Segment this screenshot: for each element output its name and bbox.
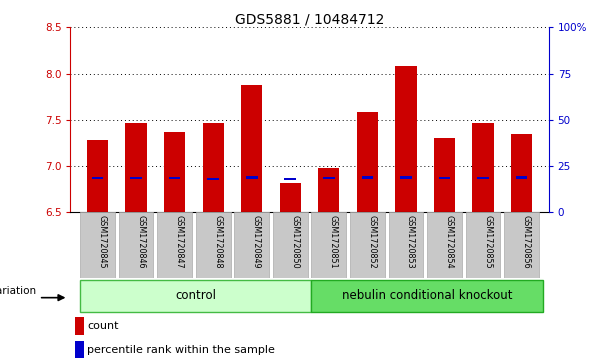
Bar — [164, 132, 185, 212]
Bar — [318, 168, 340, 212]
FancyBboxPatch shape — [273, 212, 308, 278]
Text: genotype/variation: genotype/variation — [0, 286, 37, 297]
Bar — [400, 176, 412, 179]
FancyBboxPatch shape — [119, 212, 153, 278]
Text: GSM1720856: GSM1720856 — [522, 215, 531, 269]
Bar — [130, 177, 142, 179]
Text: GSM1720847: GSM1720847 — [175, 215, 184, 269]
FancyBboxPatch shape — [350, 212, 385, 278]
Bar — [169, 177, 180, 179]
Bar — [87, 140, 108, 212]
Text: GSM1720853: GSM1720853 — [406, 215, 415, 269]
Bar — [75, 317, 84, 335]
Text: GSM1720849: GSM1720849 — [252, 215, 261, 269]
Bar — [362, 176, 373, 179]
Bar — [280, 183, 301, 212]
FancyBboxPatch shape — [158, 212, 192, 278]
Bar — [357, 113, 378, 212]
Text: GSM1720854: GSM1720854 — [444, 215, 454, 269]
Bar — [434, 138, 455, 212]
Bar — [202, 123, 224, 212]
Text: GSM1720846: GSM1720846 — [136, 215, 145, 269]
Bar — [284, 178, 296, 180]
Bar — [516, 176, 527, 179]
Text: GSM1720850: GSM1720850 — [291, 215, 299, 269]
Bar — [92, 177, 104, 179]
Text: control: control — [175, 289, 216, 302]
Bar — [323, 177, 335, 179]
FancyBboxPatch shape — [466, 212, 500, 278]
Bar — [439, 177, 451, 179]
FancyBboxPatch shape — [196, 212, 230, 278]
Text: GSM1720855: GSM1720855 — [483, 215, 492, 269]
Title: GDS5881 / 10484712: GDS5881 / 10484712 — [235, 12, 384, 26]
Text: GSM1720845: GSM1720845 — [97, 215, 107, 269]
FancyBboxPatch shape — [234, 212, 269, 278]
Text: GSM1720852: GSM1720852 — [367, 215, 376, 269]
Bar — [246, 176, 257, 179]
Bar — [241, 85, 262, 212]
FancyBboxPatch shape — [504, 212, 539, 278]
Bar — [75, 341, 84, 358]
FancyBboxPatch shape — [311, 280, 543, 312]
Text: nebulin conditional knockout: nebulin conditional knockout — [342, 289, 512, 302]
Bar — [207, 178, 219, 180]
FancyBboxPatch shape — [427, 212, 462, 278]
Bar — [473, 123, 493, 212]
Bar — [126, 123, 147, 212]
Text: GSM1720848: GSM1720848 — [213, 215, 222, 269]
FancyBboxPatch shape — [80, 212, 115, 278]
Bar — [395, 66, 417, 212]
Text: percentile rank within the sample: percentile rank within the sample — [87, 345, 275, 355]
Text: count: count — [87, 321, 119, 331]
FancyBboxPatch shape — [311, 212, 346, 278]
Text: GSM1720851: GSM1720851 — [329, 215, 338, 269]
FancyBboxPatch shape — [389, 212, 424, 278]
Bar — [511, 134, 532, 212]
Bar — [478, 177, 489, 179]
FancyBboxPatch shape — [80, 280, 311, 312]
